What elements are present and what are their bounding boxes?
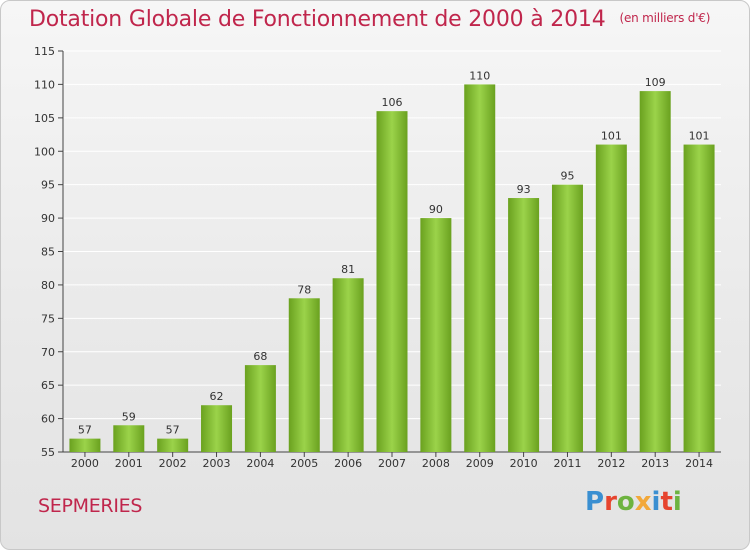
brand-letter: P	[585, 487, 605, 517]
bar-2005	[288, 298, 320, 452]
x-tick-label: 2001	[115, 457, 143, 470]
data-label: 101	[689, 130, 710, 143]
x-tick-label: 2007	[378, 457, 406, 470]
x-tick-label: 2011	[553, 457, 581, 470]
y-tick-label: 65	[41, 379, 55, 392]
data-label: 90	[429, 203, 443, 216]
bars	[69, 84, 715, 453]
x-tick-label: 2000	[71, 457, 99, 470]
bar-2001	[113, 425, 145, 452]
x-tick-label: 2013	[641, 457, 669, 470]
brand-letter: o	[616, 487, 635, 517]
brand-letter: i	[672, 487, 682, 517]
data-label: 95	[560, 170, 574, 183]
bar-2010	[508, 198, 540, 452]
x-tick-label: 2012	[597, 457, 625, 470]
chart-subtitle: (en milliers d'€)	[619, 11, 711, 25]
data-label: 110	[469, 69, 490, 82]
data-label: 101	[601, 130, 622, 143]
bar-2009	[464, 84, 496, 453]
data-label: 57	[78, 424, 92, 437]
y-tick-label: 90	[41, 212, 55, 225]
x-tick-label: 2006	[334, 457, 362, 470]
y-tick-label: 75	[41, 312, 55, 325]
bar-2008	[420, 218, 452, 452]
data-label: 106	[382, 96, 403, 109]
y-tick-label: 60	[41, 413, 55, 426]
y-tick-label: 55	[41, 446, 55, 459]
y-tick-label: 100	[34, 145, 55, 158]
bar-2003	[201, 405, 233, 452]
data-label: 78	[297, 283, 311, 296]
bar-2006	[332, 278, 364, 452]
y-tick-label: 70	[41, 346, 55, 359]
data-label: 93	[517, 183, 531, 196]
bar-2004	[244, 365, 276, 452]
y-tick-label: 80	[41, 279, 55, 292]
bar-2014	[683, 144, 715, 453]
data-label: 81	[341, 263, 355, 276]
tick-labels: 55 60 65 70 75 80 85 90 95 100 105 110 115 2000 2001 20…	[34, 45, 713, 470]
x-tick-label: 2010	[510, 457, 538, 470]
bar-2007	[376, 111, 408, 453]
bar-2011	[551, 184, 583, 452]
y-tick-label: 115	[34, 45, 55, 58]
y-tick-label: 85	[41, 246, 55, 259]
proxiti-logo: Proxiti	[585, 487, 682, 517]
brand-letter: x	[634, 487, 652, 517]
x-tick-label: 2014	[685, 457, 713, 470]
x-tick-label: 2004	[246, 457, 274, 470]
brand-letter: t	[660, 487, 673, 517]
y-tick-label: 110	[34, 78, 55, 91]
bar-2000	[69, 438, 101, 452]
data-label: 57	[166, 424, 180, 437]
data-labels: 57 59 57 62 68 78 81 106 90 110 93 95 101 109 101	[78, 69, 710, 436]
x-tick-label: 2002	[159, 457, 187, 470]
data-label: 59	[122, 410, 136, 423]
data-label: 62	[210, 390, 224, 403]
y-tick-label: 95	[41, 179, 55, 192]
x-tick-label: 2005	[290, 457, 318, 470]
bar-2012	[595, 144, 627, 453]
y-tick-label: 105	[34, 112, 55, 125]
data-label: 109	[645, 76, 666, 89]
x-tick-label: 2009	[466, 457, 494, 470]
x-tick-label: 2003	[203, 457, 231, 470]
place-name: SEPMERIES	[38, 495, 143, 517]
x-tick-label: 2008	[422, 457, 450, 470]
data-label: 68	[253, 350, 267, 363]
bar-2013	[639, 91, 671, 452]
chart-title-text: Dotation Globale de Fonctionnement de 20…	[29, 7, 606, 32]
brand-letter: i	[651, 487, 661, 517]
bar-2002	[157, 438, 189, 452]
chart-title: Dotation Globale de Fonctionnement de 20…	[29, 7, 710, 32]
brand-letter: r	[604, 487, 617, 517]
